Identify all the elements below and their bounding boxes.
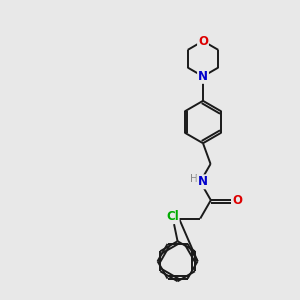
Text: Cl: Cl bbox=[166, 210, 179, 223]
Text: N: N bbox=[198, 70, 208, 83]
Text: O: O bbox=[198, 34, 208, 48]
Text: O: O bbox=[232, 194, 242, 207]
Text: N: N bbox=[198, 175, 208, 188]
Text: H: H bbox=[190, 175, 198, 184]
